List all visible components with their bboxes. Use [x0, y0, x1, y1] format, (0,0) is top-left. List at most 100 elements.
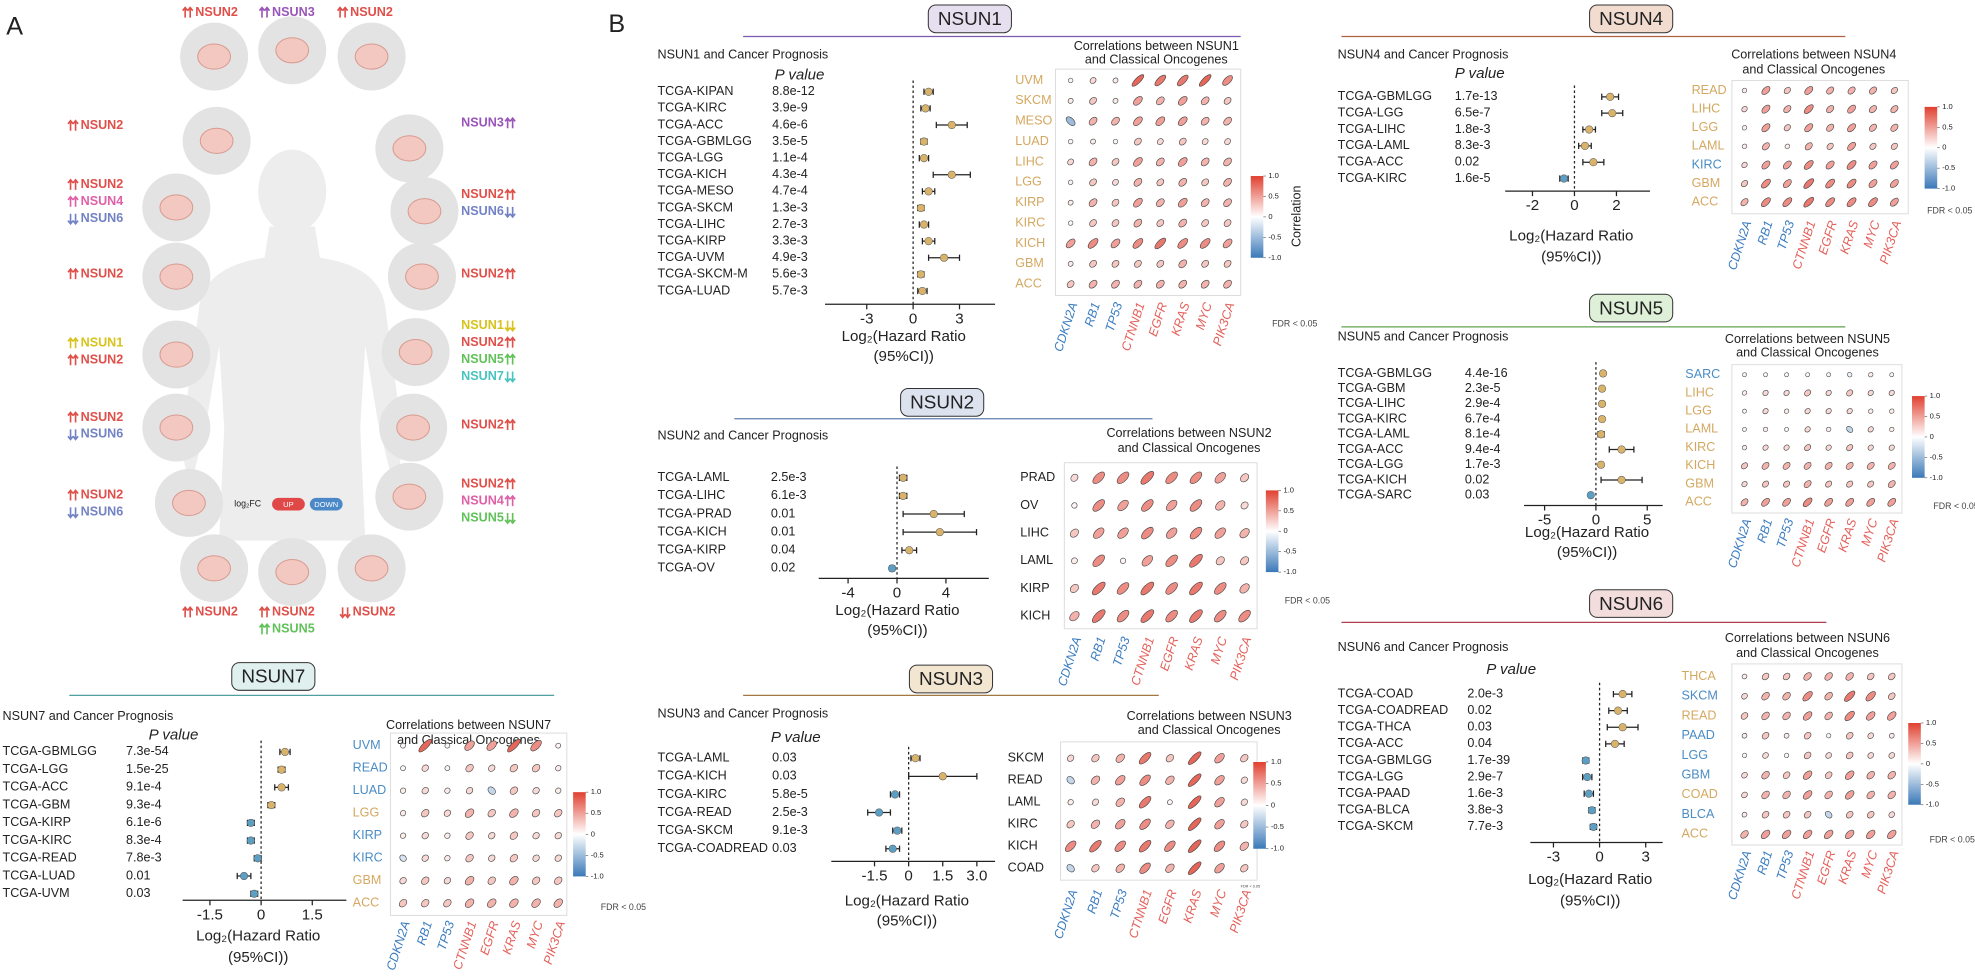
- corr-ellipse: [509, 764, 519, 773]
- corr-ellipse: [1214, 819, 1225, 830]
- regulation-arrow: [67, 507, 79, 519]
- corr-ellipse: [1867, 389, 1874, 396]
- fdr-note: FDR < 0.05: [1241, 884, 1260, 888]
- legend-up: [272, 497, 305, 511]
- colorbar: [1924, 106, 1938, 189]
- corr-ellipse: [1783, 408, 1790, 414]
- oncogene-label: RB1: [1088, 635, 1109, 663]
- corr-ellipse: [444, 855, 451, 862]
- cohort-label: TCGA-SKCM: [657, 823, 733, 837]
- corr-ellipse: [1803, 732, 1812, 740]
- legend-down: [309, 497, 343, 511]
- corr-ellipse: [1178, 137, 1187, 146]
- hazard-point: [916, 270, 925, 279]
- corr-ellipse: [1132, 238, 1144, 249]
- corr-ellipse: [1824, 790, 1833, 800]
- corr-ellipse: [1068, 220, 1074, 226]
- corr-title: and Classical Oncogenes: [1736, 646, 1879, 660]
- cohort-label: TCGA-LGG: [1338, 457, 1404, 471]
- regulation-arrow: [67, 119, 79, 131]
- cancer-label: LAML: [1008, 795, 1041, 809]
- organ-shape: [354, 555, 389, 582]
- cohort-label: TCGA-LIHC: [657, 488, 725, 502]
- corr-ellipse: [1888, 389, 1895, 396]
- cohort-label: TCGA-UVM: [657, 250, 724, 264]
- corr-ellipse: [1761, 732, 1770, 740]
- corr-ellipse: [1177, 157, 1188, 167]
- corr-ellipse: [1215, 556, 1225, 566]
- cancer-label: LGG: [1015, 175, 1042, 189]
- hazard-point: [1597, 430, 1606, 439]
- colorbar-title: Correlation: [1290, 186, 1304, 247]
- x-axis-label: Log₂(Hazard Ratio: [845, 893, 969, 910]
- corr-ellipse: [1138, 796, 1152, 809]
- corr-ellipse: [1134, 259, 1142, 268]
- hazard-point: [1597, 460, 1606, 469]
- corr-ellipse: [1067, 260, 1074, 267]
- hazard-point: [277, 765, 286, 774]
- cancer-label: LGG: [353, 805, 380, 819]
- hazard-point: [919, 137, 928, 146]
- cohort-label: TCGA-ACC: [1338, 155, 1404, 169]
- corr-ellipse: [1093, 527, 1105, 539]
- oncogene-label: TP53: [1774, 849, 1797, 882]
- section-title: NSUN2: [910, 392, 974, 413]
- corr-ellipse: [1177, 116, 1188, 126]
- oncogene-label: MYC: [1859, 848, 1881, 880]
- regulation-arrow: [504, 513, 516, 525]
- corr-ellipse: [398, 899, 408, 908]
- cohort-label: TCGA-LIHC: [1338, 122, 1406, 136]
- corr-ellipse: [1887, 829, 1897, 840]
- pvalue: 9.1e-4: [126, 780, 162, 794]
- section-title-box: [908, 664, 994, 694]
- corr-ellipse: [400, 765, 406, 771]
- corr-ellipse: [1867, 732, 1874, 739]
- corr-ellipse: [1888, 811, 1895, 818]
- fdr-note: FDR < 0.05: [1930, 834, 1975, 844]
- corr-ellipse: [1741, 161, 1748, 169]
- colorbar: [1912, 396, 1925, 478]
- x-tick-label: -3: [1547, 849, 1560, 866]
- corr-ellipse: [1117, 499, 1129, 512]
- pvalue-header: P value: [771, 729, 821, 746]
- hazard-point: [1617, 445, 1626, 454]
- pvalue: 3.5e-5: [772, 134, 808, 148]
- corr-ellipse: [1824, 711, 1833, 721]
- x-tick-label: -1.5: [862, 867, 888, 884]
- pvalue: 8.3e-4: [126, 833, 162, 847]
- corr-frame: [1055, 68, 1242, 296]
- corr-ellipse: [1762, 426, 1769, 432]
- gene-label: NSUN2: [195, 5, 238, 19]
- corr-ellipse: [1846, 160, 1857, 170]
- corr-ellipse: [1782, 692, 1791, 701]
- pvalue: 0.03: [772, 841, 797, 855]
- cohort-label: TCGA-KIRP: [3, 815, 72, 829]
- corr-ellipse: [1071, 557, 1078, 565]
- cohort-label: TCGA-UVM: [3, 886, 70, 900]
- corr-ellipse: [1240, 820, 1249, 829]
- corr-ellipse: [1177, 74, 1189, 87]
- corr-ellipse: [1223, 97, 1232, 105]
- corr-ellipse: [1115, 797, 1125, 807]
- corr-ellipse: [1133, 96, 1143, 106]
- pvalue: 4.4e-16: [1465, 366, 1508, 380]
- corr-ellipse: [1825, 178, 1835, 189]
- colorbar-label: -1.0: [1268, 253, 1281, 262]
- corr-ellipse: [1201, 138, 1209, 145]
- regulation-arrow: [258, 6, 271, 18]
- corr-ellipse: [1141, 555, 1153, 567]
- corr-ellipse: [399, 832, 407, 839]
- corr-ellipse: [464, 740, 475, 751]
- cohort-label: TCGA-KIRP: [657, 543, 726, 557]
- corr-ellipse: [1165, 609, 1178, 623]
- oncogene-label: CDKN2A: [384, 919, 413, 972]
- corr-ellipse: [554, 854, 562, 862]
- cancer-label: KIRC: [1692, 157, 1722, 171]
- cohort-label: TCGA-ACC: [3, 780, 69, 794]
- oncogene-label: EGFR: [1816, 219, 1840, 257]
- corr-ellipse: [1165, 554, 1178, 567]
- corr-ellipse: [1826, 733, 1832, 739]
- corr-ellipse: [1846, 389, 1854, 397]
- corr-ellipse: [400, 742, 406, 749]
- corr-ellipse: [1761, 672, 1770, 681]
